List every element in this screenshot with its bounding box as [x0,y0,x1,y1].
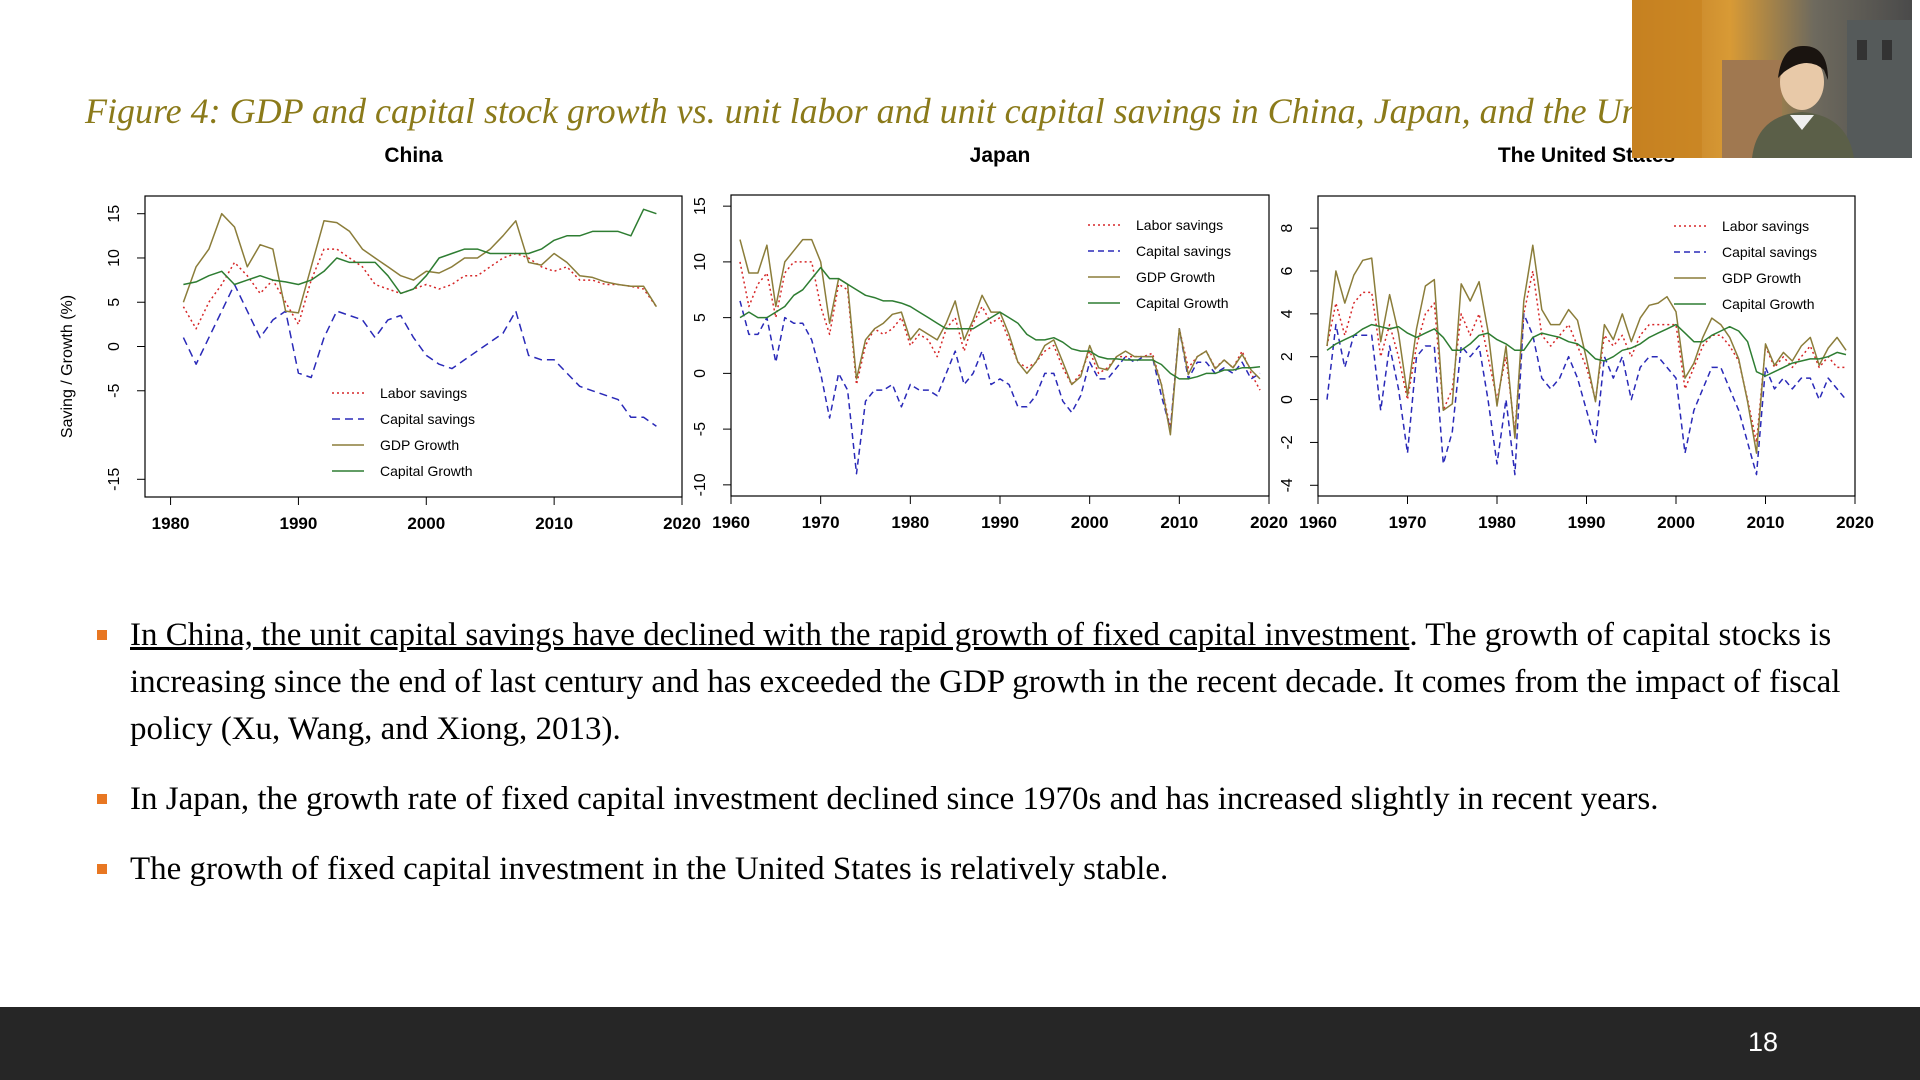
series-line-capital-savings [739,300,1261,475]
legend-label: Capital Growth [1136,295,1229,311]
legend-label: Capital Growth [380,463,473,479]
y-tick-label: 5 [692,313,709,322]
page-number: 18 [1747,1027,1778,1057]
y-tick-label: 0 [1279,395,1296,404]
x-tick-label: 2020 [1836,513,1874,532]
x-tick-label: 1960 [712,513,750,532]
y-tick-label: -4 [1279,478,1296,492]
square-bullet-icon [97,794,107,804]
y-tick-label: 2 [1279,352,1296,361]
y-tick-label: 4 [1279,309,1296,318]
x-tick-label: 2010 [1747,513,1785,532]
x-tick-label: 1990 [1568,513,1606,532]
bullet-item-us: The growth of fixed capital investment i… [95,846,1865,893]
x-tick-label: 2000 [407,514,445,533]
y-tick-label: 15 [692,197,709,215]
chart-the-united-states: The United States 1960 1970 1980 1990 2000 201… [1279,144,1874,532]
y-tick-label: -5 [106,384,123,398]
legend-label: GDP Growth [380,437,459,453]
legend-label: Capital savings [1136,243,1231,259]
y-tick-label: 0 [106,342,123,351]
series-line-capital-savings [1326,313,1847,476]
bullet-text: The growth of fixed capital investment i… [130,851,1169,887]
legend-label: Capital savings [380,411,475,427]
legend-label: GDP Growth [1136,269,1215,285]
bullet-item-china: In China, the unit capital savings have … [95,612,1865,753]
bullet-item-japan: In Japan, the growth rate of fixed capit… [95,776,1865,823]
x-tick-label: 1970 [1389,513,1427,532]
y-tick-label: 15 [106,205,123,223]
legend-label: GDP Growth [1722,270,1801,286]
chart-title: Japan [970,144,1031,167]
x-tick-label: 2010 [1160,513,1198,532]
y-axis-label: Saving / Growth (%) [59,295,76,438]
x-tick-label: 1980 [1478,513,1516,532]
x-tick-label: 2020 [1250,513,1288,532]
slide-footer: 18 [0,1007,1920,1080]
bullet-underlined-text: In China, the unit capital savings have … [130,617,1410,653]
y-tick-label: 6 [1279,266,1296,275]
y-tick-label: -10 [692,473,709,496]
legend-label: Labor savings [1722,218,1809,234]
series-line-gdp-growth [182,212,658,314]
x-tick-label: 1990 [280,514,318,533]
y-tick-label: -15 [106,468,123,491]
bullet-text: . The growth of capital stocks is increa… [130,617,1841,747]
bullet-list: In China, the unit capital savings have … [95,612,1865,916]
x-tick-label: 2000 [1071,513,1109,532]
chart-title: The United States [1498,144,1675,167]
series-line-gdp-growth [1326,244,1847,454]
square-bullet-icon [97,630,107,640]
chart-china: China 1980 1990 2000 2010 2020 -15 -5 0 5 10 15 Savi… [59,144,701,533]
x-tick-label: 2000 [1657,513,1695,532]
presenter-webcam [1632,0,1912,158]
legend-label: Labor savings [1136,217,1223,233]
legend-label: Labor savings [380,385,467,401]
legend-label: Capital savings [1722,244,1817,260]
x-tick-label: 1960 [1299,513,1337,532]
series-line-labor-savings [182,248,658,330]
x-tick-label: 1990 [981,513,1019,532]
x-tick-label: 1980 [891,513,929,532]
y-tick-label: -5 [692,422,709,436]
series-line-capital-savings [182,283,657,427]
figure-title: Figure 4: GDP and capital stock growth v… [85,91,1640,131]
y-tick-label: -2 [1279,435,1296,449]
y-tick-label: 10 [106,249,123,267]
series-line-capital-growth [183,208,657,295]
series-line-capital-growth [1326,323,1847,377]
presenter-video-image [1632,0,1912,158]
series-line-capital-growth [739,266,1261,380]
bullet-text: In Japan, the growth rate of fixed capit… [130,781,1659,817]
x-tick-label: 1970 [802,513,840,532]
x-tick-label: 2020 [663,514,701,533]
y-tick-label: 8 [1279,224,1296,233]
square-bullet-icon [97,864,107,874]
plot-frame [1317,195,1856,497]
y-tick-label: 10 [692,253,709,271]
x-tick-label: 1980 [152,514,190,533]
x-tick-label: 2010 [535,514,573,533]
chart-title: China [384,144,443,167]
y-tick-label: 5 [106,298,123,307]
legend-label: Capital Growth [1722,296,1815,312]
chart-japan: Japan 1960 1970 1980 1990 2000 2010 2020 -10 -5 0 5… [692,144,1288,532]
y-tick-label: 0 [692,369,709,378]
